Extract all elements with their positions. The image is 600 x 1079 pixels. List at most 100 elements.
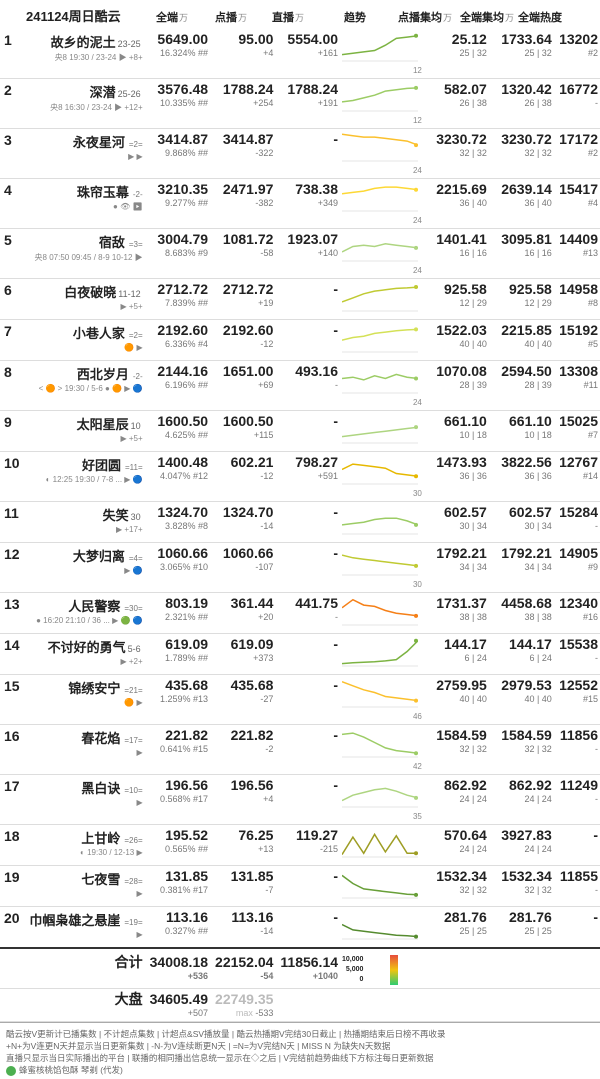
trend-sparkline (342, 82, 418, 112)
ranking-table: 1 故乡的泥土23-25 央8 19:30 / 23-24 ▶ +8+ 5649… (0, 29, 600, 1022)
show-subline: < 🟠 > 19:30 / 5-6 ● 🟠 ▶ 🔵 (25, 384, 143, 393)
rank-number: 2 (0, 79, 23, 129)
rank-number: 9 (0, 411, 23, 452)
legend-gradient (390, 955, 398, 985)
show-title: 宿敌 (99, 232, 125, 251)
table-row: 14 不讨好的勇气5-6 ▶ +2+ 619.091.789% ## 619.0… (0, 634, 600, 675)
show-subline: ▶ +2+ (25, 657, 143, 666)
show-title: 上甘岭 (81, 828, 120, 847)
show-title: 七夜雪 (81, 869, 120, 888)
show-subline: ● 👁 ▶ (25, 202, 143, 211)
table-row: 7 小巷人家=2= 🟠 ▶ 2192.606.336% #4 2192.60-1… (0, 320, 600, 361)
trend-sparkline (342, 182, 418, 212)
trend-sparkline (342, 828, 418, 858)
col-all: 全端 (156, 12, 178, 24)
trend-sparkline (342, 778, 418, 808)
green-dot-icon (6, 1066, 16, 1076)
rank-number: 18 (0, 825, 23, 866)
show-subline: ● 16:20 21:10 / 36 ... ▶ 🟢 🔵 (25, 616, 143, 625)
show-title: 故乡的泥土 (51, 32, 116, 51)
rank-number: 6 (0, 279, 23, 320)
show-title: 失笑 (103, 505, 129, 524)
rank-number: 5 (0, 229, 23, 279)
trend-sparkline (342, 455, 418, 485)
show-title: 大梦归离 (73, 546, 125, 565)
table-row: 3 永夜星河=2= ▶ ▶ 3414.879.868% ## 3414.87-3… (0, 129, 600, 179)
show-title: 人民警察 (68, 596, 120, 615)
trend-sparkline (342, 678, 418, 708)
show-subline: ▶ (25, 748, 143, 757)
show-title: 珠帘玉幕 (77, 182, 129, 201)
show-subline: 央8 16:30 / 23-24 ▶ +12+ (25, 102, 143, 113)
col-heat: 全端热度 (518, 12, 562, 24)
show-title: 西北岁月 (77, 364, 129, 383)
show-subline: ▶ (25, 798, 143, 807)
show-subline: ▶ (25, 889, 143, 898)
rank-number: 16 (0, 725, 23, 775)
col-vod: 点播 (215, 12, 237, 24)
footer-notes: 酷云按V更新计已播集数 | 不计超点集数 | 计超点&SV播放量 | 酷云热播期… (0, 1022, 600, 1079)
show-subline: ▶ ▶ (25, 152, 143, 161)
rank-number: 19 (0, 866, 23, 907)
col-trend: 趋势 (344, 12, 366, 24)
show-subline: ◐ 12:25 19:30 / 7-8 ... ▶ 🔵 (25, 475, 143, 484)
trend-sparkline (342, 637, 418, 667)
col-live: 直播 (272, 12, 294, 24)
show-title: 小巷人家 (73, 323, 125, 342)
trend-sparkline (342, 596, 418, 626)
trend-sparkline (342, 232, 418, 262)
trend-sparkline (342, 546, 418, 576)
rank-number: 17 (0, 775, 23, 825)
table-row: 8 西北岁月-2- < 🟠 > 19:30 / 5-6 ● 🟠 ▶ 🔵 2144… (0, 361, 600, 411)
show-subline: 🟠 ▶ (25, 343, 143, 352)
show-title: 春花焰 (81, 728, 120, 747)
table-row: 9 太阳星辰10 ▶ +5+ 1600.504.625% ## 1600.50+… (0, 411, 600, 452)
page-title: 241124周日酷云 (26, 6, 142, 25)
rank-number: 20 (0, 907, 23, 949)
trend-sparkline (342, 910, 418, 940)
table-row: 13 人民警察=30= ● 16:20 21:10 / 36 ... ▶ 🟢 🔵… (0, 593, 600, 634)
trend-sparkline (342, 364, 418, 394)
show-title: 永夜星河 (73, 132, 125, 151)
trend-sparkline (342, 282, 418, 312)
show-title: 好团圆 (82, 455, 121, 474)
trend-sparkline (342, 505, 418, 535)
table-row: 1 故乡的泥土23-25 央8 19:30 / 23-24 ▶ +8+ 5649… (0, 29, 600, 79)
trend-sparkline (342, 32, 418, 62)
table-row: 2 深潜25-26 央8 16:30 / 23-24 ▶ +12+ 3576.4… (0, 79, 600, 129)
show-subline: ◐ 19:30 / 12-13 ▶ (25, 848, 143, 857)
rank-number: 15 (0, 675, 23, 725)
trend-sparkline (342, 728, 418, 758)
show-subline: 央8 19:30 / 23-24 ▶ +8+ (25, 52, 143, 63)
col-vodavg: 点播集均 (398, 12, 442, 24)
trend-sparkline (342, 414, 418, 444)
show-title: 巾帼枭雄之悬崖 (29, 910, 120, 929)
show-title: 不讨好的勇气 (48, 637, 126, 656)
show-title: 太阳星辰 (77, 414, 129, 433)
show-subline: ▶ (25, 930, 143, 939)
table-row: 6 白夜破晓11-12 ▶ +5+ 2712.727.839% ## 2712.… (0, 279, 600, 320)
show-title: 锦绣安宁 (68, 678, 120, 697)
trend-sparkline (342, 869, 418, 899)
rank-number: 10 (0, 452, 23, 502)
table-row: 12 大梦归离=4= ▶ 🔵 1060.663.065% #10 1060.66… (0, 543, 600, 593)
table-row: 11 失笑30 ▶ +17+ 1324.703.828% #8 1324.70-… (0, 502, 600, 543)
rank-number: 4 (0, 179, 23, 229)
table-row: 19 七夜雪=28= ▶ 131.850.381% #17 131.85-7 -… (0, 866, 600, 907)
table-row: 16 春花焰=17= ▶ 221.820.641% #15 221.82-2 -… (0, 725, 600, 775)
table-row: 15 锦绣安宁=21= 🟠 ▶ 435.681.259% #13 435.68-… (0, 675, 600, 725)
table-row: 4 珠帘玉幕-2- ● 👁 ▶ 3210.359.277% ## 2471.97… (0, 179, 600, 229)
show-subline: ▶ 🔵 (25, 566, 143, 575)
rank-number: 14 (0, 634, 23, 675)
trend-sparkline (342, 323, 418, 353)
rank-number: 3 (0, 129, 23, 179)
table-row: 18 上甘岭=26= ◐ 19:30 / 12-13 ▶ 195.520.565… (0, 825, 600, 866)
table-row: 10 好团圆=11= ◐ 12:25 19:30 / 7-8 ... ▶ 🔵 1… (0, 452, 600, 502)
table-row: 5 宿敌=3= 央8 07:50 09:45 / 8-9 10-12 ▶ 300… (0, 229, 600, 279)
table-row: 20 巾帼枭雄之悬崖=19= ▶ 113.160.327% ## 113.16-… (0, 907, 600, 949)
table-row: 17 黑白诀=10= ▶ 196.560.568% #17 196.56+4 -… (0, 775, 600, 825)
rank-number: 1 (0, 29, 23, 79)
trend-sparkline (342, 132, 418, 162)
show-subline: ▶ +5+ (25, 434, 143, 443)
rank-number: 11 (0, 502, 23, 543)
